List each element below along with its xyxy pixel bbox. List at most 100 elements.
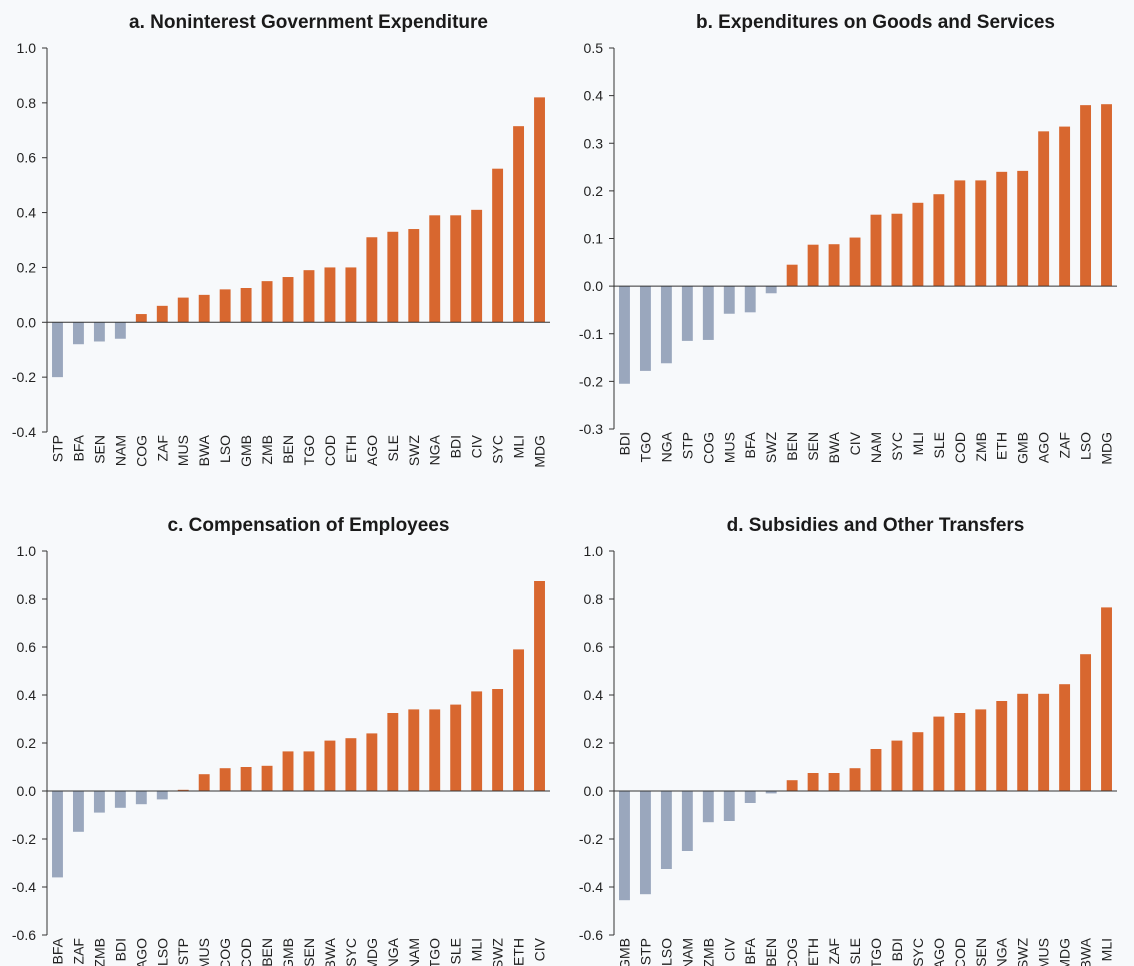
bar-bdi	[450, 215, 462, 323]
bar-mli	[513, 126, 525, 323]
bar-swz	[1017, 693, 1029, 791]
x-tick-label: BEN	[763, 938, 779, 966]
bar-gmb	[619, 791, 630, 901]
bar-ago	[366, 237, 378, 323]
x-tick-label: SWZ	[490, 938, 506, 966]
bar-tgo	[870, 749, 882, 791]
x-tick-label: COG	[217, 938, 233, 966]
y-tick-label: -0.2	[579, 831, 603, 847]
x-tick-label: MUS	[196, 938, 212, 966]
bar-civ	[471, 209, 483, 323]
bar-sle	[450, 704, 462, 791]
bar-syc	[912, 732, 924, 791]
x-tick-label: SLE	[847, 938, 863, 964]
y-tick-label: 0.4	[584, 687, 604, 703]
bar-tgo	[429, 709, 441, 791]
x-tick-label: SEN	[91, 435, 107, 464]
bar-bwa	[828, 244, 840, 287]
x-tick-label: SEN	[805, 432, 821, 461]
y-tick-label: -0.6	[579, 927, 603, 943]
bar-mdg	[1101, 104, 1112, 287]
y-tick-label: 0.6	[17, 150, 37, 166]
bar-nga	[660, 286, 672, 364]
x-tick-label: STP	[49, 435, 65, 462]
bar-nam	[870, 214, 882, 287]
bar-ben	[282, 277, 294, 323]
y-tick-label: -0.3	[579, 421, 603, 437]
bar-cod	[954, 180, 966, 287]
y-tick-label: 0.3	[584, 135, 604, 151]
x-tick-label: GMB	[238, 435, 254, 467]
bar-sle	[933, 194, 945, 287]
bar-mli	[471, 691, 483, 791]
x-tick-label: ETH	[511, 938, 527, 966]
x-tick-label: CIV	[847, 431, 863, 455]
bar-swz	[765, 286, 777, 294]
x-tick-label: NGA	[427, 434, 443, 465]
x-tick-label: COD	[952, 938, 968, 966]
x-tick-label: TGO	[427, 938, 443, 966]
bar-nam	[408, 709, 420, 791]
y-tick-label: 0.0	[584, 278, 604, 294]
x-tick-label: LSO	[217, 435, 233, 463]
x-tick-label: ETH	[805, 938, 821, 966]
bar-bdi	[114, 791, 126, 808]
bar-stp	[177, 789, 189, 791]
y-tick-label: -0.1	[579, 326, 603, 342]
bar-bwa	[1080, 654, 1092, 791]
x-tick-label: GMB	[616, 938, 632, 966]
bar-bfa	[744, 791, 756, 803]
x-tick-label: ZAF	[1057, 432, 1073, 458]
y-tick-label: 0.2	[17, 735, 37, 751]
x-tick-label: ZAF	[154, 435, 170, 461]
bar-mli	[912, 202, 924, 287]
bar-mus	[177, 297, 189, 323]
bar-mdg	[1059, 684, 1071, 791]
x-tick-label: BFA	[742, 937, 758, 964]
bar-eth	[345, 267, 357, 323]
x-tick-label: SWZ	[406, 435, 422, 467]
bar-bfa	[72, 322, 84, 345]
x-tick-label: STP	[175, 938, 191, 965]
x-tick-label: ZMB	[91, 938, 107, 966]
x-tick-label: CIV	[469, 434, 485, 458]
x-tick-label: SYC	[490, 435, 506, 464]
x-tick-label: COG	[700, 432, 716, 464]
bar-sle	[387, 231, 399, 323]
x-tick-label: BWA	[1078, 937, 1094, 966]
bar-gmb	[282, 751, 294, 791]
x-tick-label: ZMB	[259, 435, 275, 465]
bar-bfa	[744, 286, 756, 313]
y-tick-label: 0.4	[17, 687, 37, 703]
x-tick-label: BDI	[448, 435, 464, 458]
y-tick-label: 0.8	[17, 591, 37, 607]
x-tick-label: STP	[637, 938, 653, 965]
bar-ben	[261, 765, 273, 791]
y-tick-label: 1.0	[17, 543, 37, 559]
bar-nga	[996, 701, 1008, 791]
bar-eth	[513, 649, 525, 791]
x-tick-label: BWA	[196, 434, 212, 466]
bar-ago	[135, 791, 147, 805]
bar-cod	[954, 713, 966, 791]
bar-sen	[303, 751, 315, 791]
bar-civ	[723, 791, 735, 821]
y-tick-label: 0.0	[17, 783, 37, 799]
bar-zaf	[156, 305, 168, 323]
bar-ago	[1038, 131, 1050, 287]
x-tick-label: MUS	[1036, 938, 1052, 966]
x-tick-label: COD	[322, 435, 338, 466]
bar-ben	[765, 791, 777, 794]
bar-zaf	[1059, 126, 1071, 287]
x-tick-label: MUS	[721, 432, 737, 463]
x-tick-label: COD	[952, 432, 968, 463]
chart-a: a. Noninterest Government Expenditure 1.0…	[12, 12, 550, 468]
x-tick-label: SLE	[448, 938, 464, 964]
y-tick-label: -0.2	[579, 373, 603, 389]
x-tick-label: NGA	[994, 937, 1010, 966]
bar-bwa	[198, 294, 210, 323]
chart-title: d. Subsidies and Other Transfers	[727, 515, 1025, 536]
x-tick-label: BDI	[112, 938, 128, 961]
panel-d-subsidies-and-transfers: d. Subsidies and Other Transfers 1.0 0.8 0.…	[567, 483, 1134, 966]
bar-stp	[52, 322, 63, 378]
